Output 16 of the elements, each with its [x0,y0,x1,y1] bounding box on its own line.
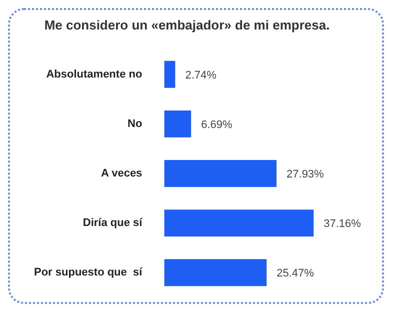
y-tick-label: Por supuesto que sí [34,266,144,279]
y-tick-label: No [128,118,142,130]
y-tick-label: Absolutamente no [46,68,142,80]
bar [164,60,176,88]
y-tick-label: Diría que sí [82,217,144,230]
bar [164,210,314,237]
data-label: 2.74% [185,69,217,82]
y-tick-label: A veces [100,168,142,180]
data-label: 37.16% [324,218,362,230]
data-label: 25.47% [276,268,314,280]
bar [164,110,192,138]
data-label: 6.69% [201,118,232,131]
bar [164,160,277,187]
chart-title: Me considero un «embajador» de mi empresa. [44,17,330,32]
data-label: 27.93% [286,168,324,181]
bar [164,259,267,286]
